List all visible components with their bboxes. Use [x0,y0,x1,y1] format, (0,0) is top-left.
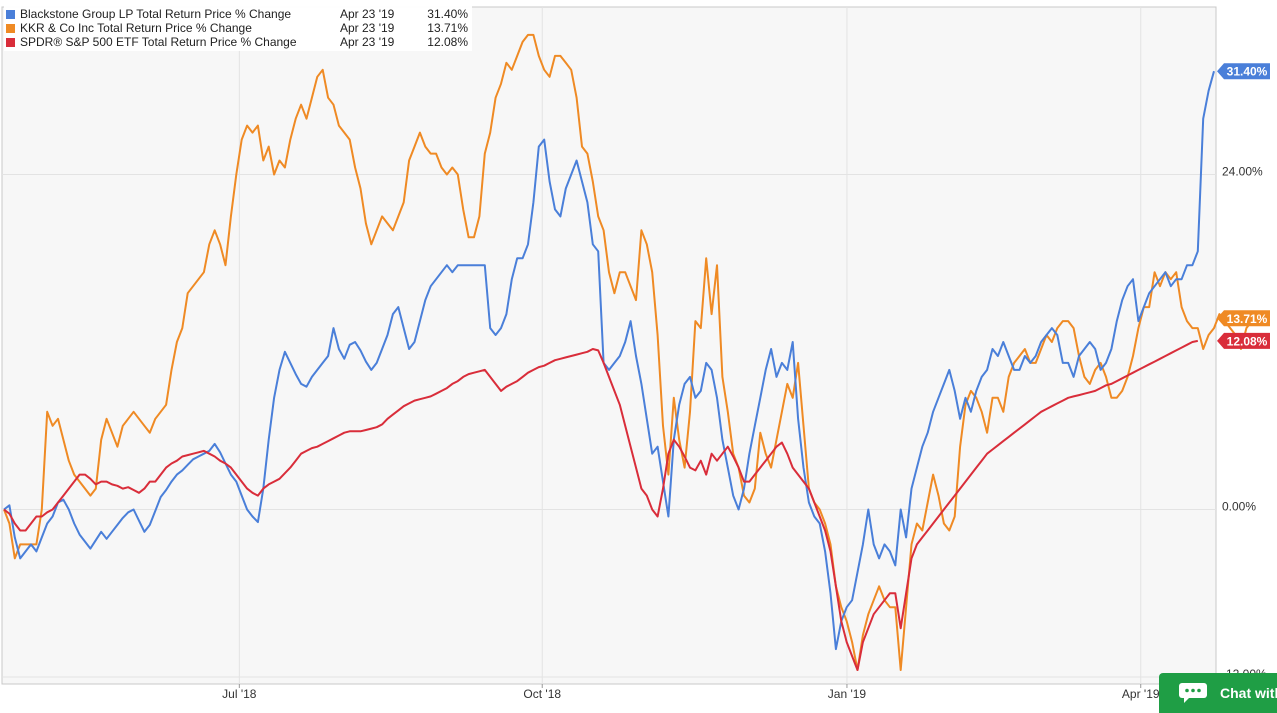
chat-label: Chat with [1220,685,1277,701]
legend-row-kkr[interactable]: KKR & Co Inc Total Return Price % Change… [6,21,468,35]
x-tick-label: Jan '19 [828,687,867,701]
legend-date: Apr 23 '19 [340,21,395,35]
end-label-spy: 12.08% [1217,332,1270,349]
legend-swatch-spy [6,37,15,47]
plot-area [1,6,1217,685]
legend: Blackstone Group LP Total Return Price %… [4,6,472,51]
legend-swatch-blackstone [6,9,15,19]
x-tick-label: Apr '19 [1122,687,1160,701]
y-axis: 24.00%0.00%-12.00% [1222,165,1267,682]
series-line-spy[interactable] [3,339,1198,671]
end-labels: 31.40% 13.71% 12.08% [1217,63,1270,349]
legend-swatch-kkr [6,23,15,33]
legend-series-name: SPDR® S&P 500 ETF Total Return Price % C… [20,35,297,49]
legend-row-blackstone[interactable]: Blackstone Group LP Total Return Price %… [6,7,468,21]
chat-widget-button[interactable]: Chat with [1159,673,1277,713]
x-axis: Jul '18 Oct '18 Jan '19 Apr '19 [222,684,1160,701]
end-label-kkr: 13.71% [1217,310,1270,327]
x-tick-label: Oct '18 [523,687,561,701]
legend-date: Apr 23 '19 [340,7,395,21]
end-label-text: 13.71% [1227,312,1268,326]
chat-bubble-icon [1178,682,1208,704]
gridlines [2,7,1216,684]
y-tick-label: 24.00% [1222,165,1263,179]
legend-value: 31.40% [427,7,468,21]
end-label-blackstone: 31.40% [1217,63,1270,80]
legend-row-spy[interactable]: SPDR® S&P 500 ETF Total Return Price % C… [6,35,468,49]
x-tick-label: Jul '18 [222,687,257,701]
series-lines [3,33,1258,671]
y-tick-label: 0.00% [1222,500,1256,514]
legend-series-name: Blackstone Group LP Total Return Price %… [20,7,292,21]
legend-date: Apr 23 '19 [340,35,395,49]
end-label-text: 31.40% [1227,65,1268,79]
series-line-kkr[interactable] [3,33,1258,671]
end-label-text: 12.08% [1227,334,1268,348]
legend-series-name: KKR & Co Inc Total Return Price % Change [20,21,252,35]
legend-value: 13.71% [427,21,468,35]
legend-value: 12.08% [427,35,468,49]
